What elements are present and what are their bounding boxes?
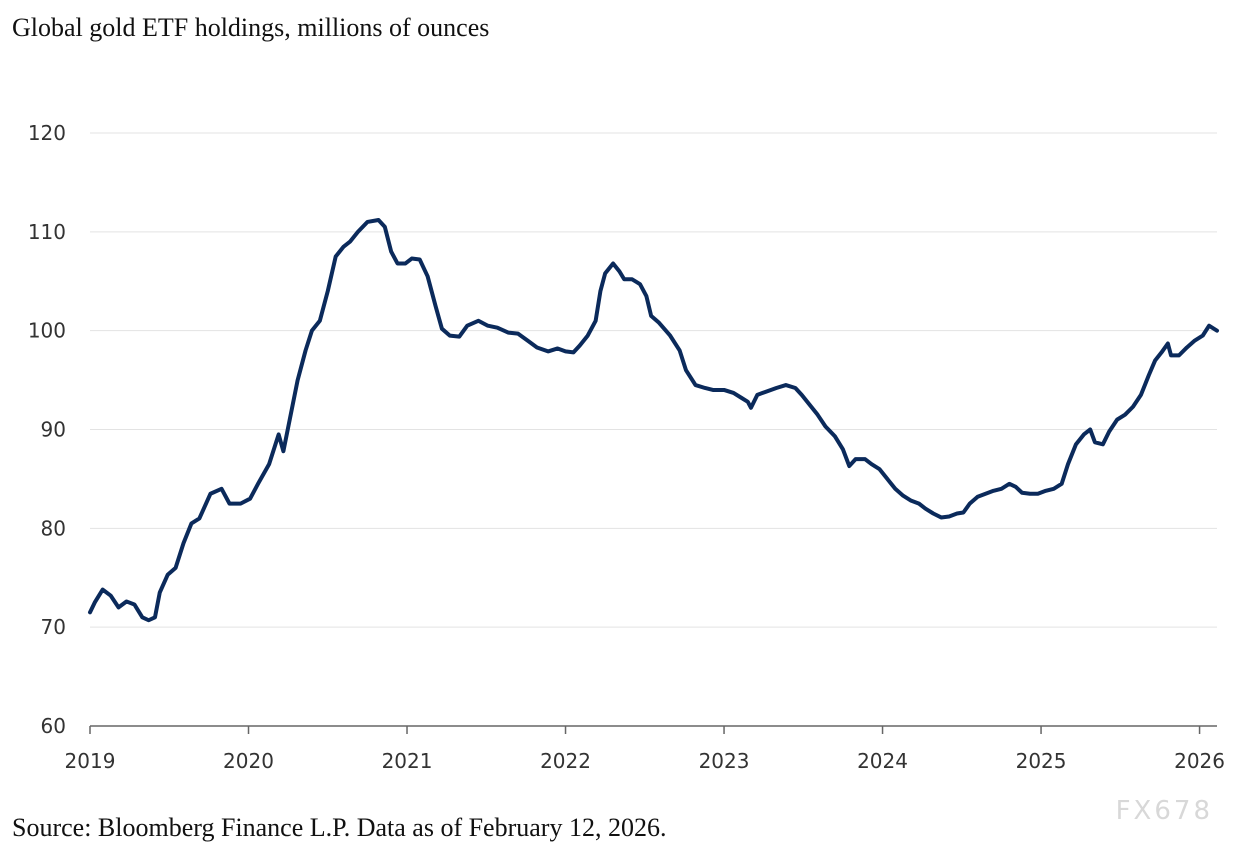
y-tick-label: 120: [28, 121, 66, 145]
x-tick-label: 2023: [699, 749, 750, 773]
chart-title: Global gold ETF holdings, millions of ou…: [12, 13, 489, 42]
y-tick-label: 70: [41, 615, 66, 639]
source-note: Source: Bloomberg Finance L.P. Data as o…: [12, 813, 666, 842]
y-tick-label: 110: [28, 220, 66, 244]
x-tick-label: 2022: [540, 749, 591, 773]
watermark: FX678: [1116, 796, 1213, 826]
x-tick-label: 2024: [857, 749, 908, 773]
data-line: [88, 217, 1219, 623]
y-tick-label: 80: [41, 516, 66, 540]
y-tick-label: 90: [41, 418, 66, 442]
x-tick-label: 2026: [1174, 749, 1225, 773]
y-tick-label: 100: [28, 319, 66, 343]
x-tick-label: 2020: [223, 749, 274, 773]
x-tick-label: 2019: [65, 749, 116, 773]
x-tick-label: 2025: [1016, 749, 1067, 773]
y-tick-label: 60: [41, 714, 66, 738]
x-tick-label: 2021: [382, 749, 433, 773]
